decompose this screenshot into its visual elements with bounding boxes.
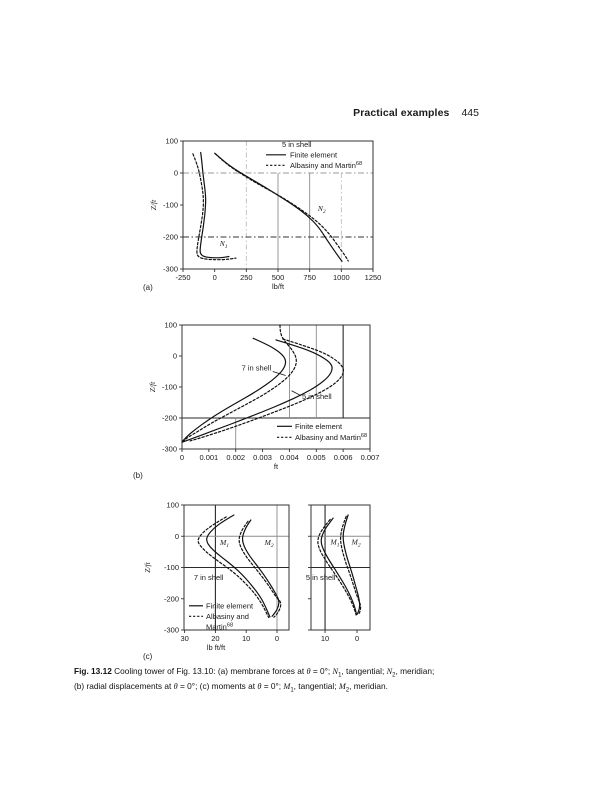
svg-text:-100: -100 — [162, 383, 177, 392]
svg-text:Albasiny and Martin68: Albasiny and Martin68 — [290, 161, 362, 170]
subfigure-label-b: (b) — [133, 471, 143, 480]
svg-text:Finite element: Finite element — [295, 422, 343, 431]
svg-text:250: 250 — [240, 273, 253, 282]
svg-text:0: 0 — [275, 634, 279, 643]
svg-text:0: 0 — [213, 273, 217, 282]
svg-text:5 in shell: 5 in shell — [302, 392, 332, 401]
running-header-title: Practical examples — [353, 107, 450, 119]
page-number: 445 — [461, 107, 479, 119]
svg-text:M1: M1 — [219, 538, 229, 549]
svg-text:Z/ft: Z/ft — [143, 561, 152, 572]
svg-text:500: 500 — [272, 273, 285, 282]
svg-text:M1: M1 — [329, 537, 339, 548]
svg-text:0.007: 0.007 — [361, 453, 380, 462]
subfigure-label-c: (c) — [143, 652, 153, 661]
svg-text:M2: M2 — [264, 538, 274, 549]
running-header: Practical examples 445 — [280, 107, 479, 119]
svg-text:Z/ft: Z/ft — [148, 381, 157, 392]
svg-text:-100: -100 — [164, 563, 179, 572]
svg-text:Martin68: Martin68 — [206, 623, 233, 632]
svg-text:N2: N2 — [317, 204, 326, 215]
svg-text:7 in shell: 7 in shell — [194, 573, 224, 582]
svg-text:lb ft/ft: lb ft/ft — [207, 643, 226, 652]
svg-text:0: 0 — [173, 352, 177, 361]
svg-text:-300: -300 — [163, 265, 178, 274]
svg-text:0.001: 0.001 — [199, 453, 218, 462]
svg-text:-100: -100 — [163, 201, 178, 210]
svg-text:10: 10 — [321, 634, 329, 643]
svg-text:-200: -200 — [163, 233, 178, 242]
svg-text:-200: -200 — [164, 594, 179, 603]
svg-text:0: 0 — [355, 634, 359, 643]
svg-text:-300: -300 — [164, 626, 179, 635]
svg-text:20: 20 — [211, 634, 219, 643]
svg-text:Z/ft: Z/ft — [149, 199, 158, 210]
svg-text:0: 0 — [180, 453, 184, 462]
svg-text:10: 10 — [242, 634, 250, 643]
svg-text:30: 30 — [180, 634, 188, 643]
subfigure-label-a: (a) — [143, 283, 153, 292]
figure-caption: Fig. 13.12 Cooling tower of Fig. 13.10: … — [74, 666, 435, 694]
svg-text:0: 0 — [174, 169, 178, 178]
svg-text:0: 0 — [175, 532, 179, 541]
svg-text:-200: -200 — [162, 414, 177, 423]
svg-text:-250: -250 — [175, 273, 190, 282]
svg-text:N1: N1 — [219, 239, 228, 250]
svg-text:1000: 1000 — [333, 273, 350, 282]
svg-text:750: 750 — [303, 273, 316, 282]
svg-text:7 in shell: 7 in shell — [242, 363, 272, 372]
svg-text:-300: -300 — [162, 445, 177, 454]
svg-text:Finite element: Finite element — [206, 602, 254, 611]
svg-text:0.003: 0.003 — [253, 453, 272, 462]
chart-c-right: 10 0 M1 M2 5 in shell — [306, 504, 371, 643]
chart-a: -250 0 250 500 750 1000 1250lb/ft1000-100-200-… — [149, 137, 381, 291]
svg-text:5 in shell: 5 in shell — [282, 140, 312, 149]
svg-text:Finite element: Finite element — [290, 151, 338, 160]
chart-b: 0 0.001 0.002 0.003 0.004 0.005 0.006 0.007 ft 10… — [148, 321, 379, 471]
svg-text:100: 100 — [165, 137, 178, 146]
svg-text:0.005: 0.005 — [307, 453, 326, 462]
svg-text:0.004: 0.004 — [280, 453, 299, 462]
svg-text:0.006: 0.006 — [334, 453, 353, 462]
svg-text:M2: M2 — [351, 537, 361, 548]
svg-text:lb/ft: lb/ft — [272, 282, 285, 291]
svg-text:100: 100 — [166, 501, 179, 510]
svg-text:0.002: 0.002 — [226, 453, 245, 462]
svg-text:Albasiny and Martin68: Albasiny and Martin68 — [295, 433, 367, 442]
svg-text:5 in shell: 5 in shell — [306, 573, 336, 582]
svg-text:100: 100 — [164, 321, 177, 330]
svg-text:Albasiny and: Albasiny and — [206, 612, 249, 621]
svg-text:1250: 1250 — [365, 273, 382, 282]
svg-text:ft: ft — [274, 462, 279, 471]
